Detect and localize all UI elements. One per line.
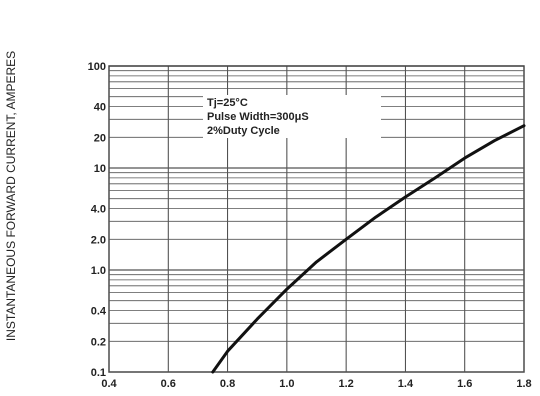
x-tick-label: 0.4 xyxy=(101,378,117,390)
x-tick-label: 1.4 xyxy=(398,378,414,390)
x-tick-label: 0.8 xyxy=(220,378,235,390)
x-tick-labels: 0.4 0.6 0.8 1.0 1.2 1.4 1.6 1.8 xyxy=(101,378,531,390)
x-tick-label: 1.6 xyxy=(457,378,472,390)
grid-lines xyxy=(108,65,525,373)
annotation-line-1: Tj=25°C xyxy=(207,97,248,109)
y-tick-label: 0.2 xyxy=(91,336,106,348)
y-tick-label: 4.0 xyxy=(91,204,106,216)
annotation-line-3: 2%Duty Cycle xyxy=(207,125,280,137)
x-tick-label: 1.8 xyxy=(516,378,531,390)
data-curve xyxy=(211,124,526,374)
y-tick-label: 0.4 xyxy=(91,306,107,318)
y-tick-label: 40 xyxy=(94,102,106,114)
annotation-background xyxy=(203,95,381,138)
y-tick-label: 20 xyxy=(94,132,106,144)
series-line xyxy=(211,124,526,374)
y-tick-label: 0.1 xyxy=(91,367,106,379)
x-tick-label: 1.0 xyxy=(279,378,294,390)
y-tick-label: 100 xyxy=(88,61,106,73)
condition-annotation: Tj=25°C Pulse Width=300μS 2%Duty Cycle xyxy=(203,95,381,138)
y-tick-label: 1.0 xyxy=(91,265,106,277)
y-tick-label: 2.0 xyxy=(91,234,106,246)
y-tick-label: 10 xyxy=(94,163,106,175)
annotation-line-2: Pulse Width=300μS xyxy=(207,111,309,123)
y-tick-labels: 0.1 0.2 0.4 1.0 2.0 4.0 10 20 40 100 xyxy=(88,61,107,379)
y-axis-label: INSTANTANEOUS FORWARD CURRENT, AMPERES xyxy=(4,51,18,341)
x-tick-label: 0.6 xyxy=(161,378,176,390)
x-tick-label: 1.2 xyxy=(338,378,353,390)
